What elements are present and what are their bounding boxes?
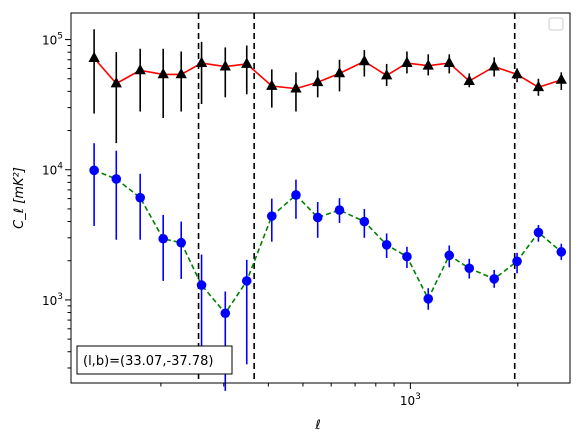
data-point-circle: [111, 174, 122, 184]
annotation-text: (l,b)=(33.07,-37.78): [83, 354, 213, 369]
data-point-triangle: [312, 75, 324, 87]
series-group: [88, 29, 567, 391]
y-tick-label: 105: [42, 32, 63, 48]
data-point-circle: [464, 263, 475, 274]
data-point-triangle: [422, 59, 434, 70]
data-point-triangle: [358, 54, 370, 66]
data-point-circle: [176, 237, 186, 248]
data-point-triangle: [266, 79, 278, 90]
data-point-triangle: [290, 82, 302, 93]
data-point-circle: [266, 211, 277, 221]
plot-frame: [70, 12, 571, 384]
data-point-triangle: [241, 57, 253, 68]
data-point-circle: [489, 274, 499, 284]
x-tick-label: 103: [400, 392, 421, 408]
data-point-triangle: [463, 74, 475, 85]
data-point-triangle: [511, 67, 523, 79]
data-point-circle: [444, 250, 455, 261]
data-point-circle: [196, 280, 207, 290]
data-point-circle: [402, 251, 412, 262]
data-point-circle: [359, 216, 370, 227]
annotation-frame: [76, 345, 233, 375]
data-point-triangle: [488, 60, 500, 71]
legend-box[interactable]: [548, 17, 564, 31]
data-point-circle: [512, 256, 522, 267]
data-point-triangle: [401, 56, 413, 67]
data-point-circle: [158, 233, 168, 244]
plot-background: [71, 13, 570, 383]
axis-ticks: 103 103 104 105: [42, 32, 519, 408]
data-point-circle: [334, 205, 345, 215]
y-tick-label: 103: [42, 292, 63, 308]
data-point-triangle: [555, 73, 567, 84]
data-point-circle: [89, 165, 99, 176]
annotation-box: (l,b)=(33.07,-37.78): [76, 345, 233, 375]
data-point-circle: [312, 212, 323, 223]
data-point-circle: [556, 247, 567, 257]
data-point-triangle: [195, 56, 208, 67]
x-axis-label: ℓ: [314, 418, 320, 433]
data-point-triangle: [333, 66, 346, 78]
data-point-circle: [220, 308, 231, 319]
data-point-triangle: [219, 60, 231, 71]
data-point-triangle: [134, 63, 146, 75]
data-point-circle: [381, 240, 392, 250]
data-point-circle: [241, 276, 252, 286]
data-point-circle: [423, 293, 434, 304]
data-point-circle: [533, 227, 544, 238]
data-point-triangle: [380, 68, 393, 80]
data-point-circle: [291, 190, 301, 200]
data-point-triangle: [110, 76, 122, 88]
series-2-line: [93, 169, 562, 315]
data-point-triangle: [88, 51, 100, 63]
y-tick-label: 104: [42, 162, 63, 178]
data-point-triangle: [443, 56, 455, 67]
y-axis-label: C_ℓ [mK²]: [12, 167, 27, 229]
series-1-line: [93, 57, 562, 90]
data-point-circle: [135, 192, 145, 203]
data-point-triangle: [157, 67, 169, 79]
data-point-triangle: [532, 80, 545, 92]
data-point-triangle: [175, 67, 187, 79]
